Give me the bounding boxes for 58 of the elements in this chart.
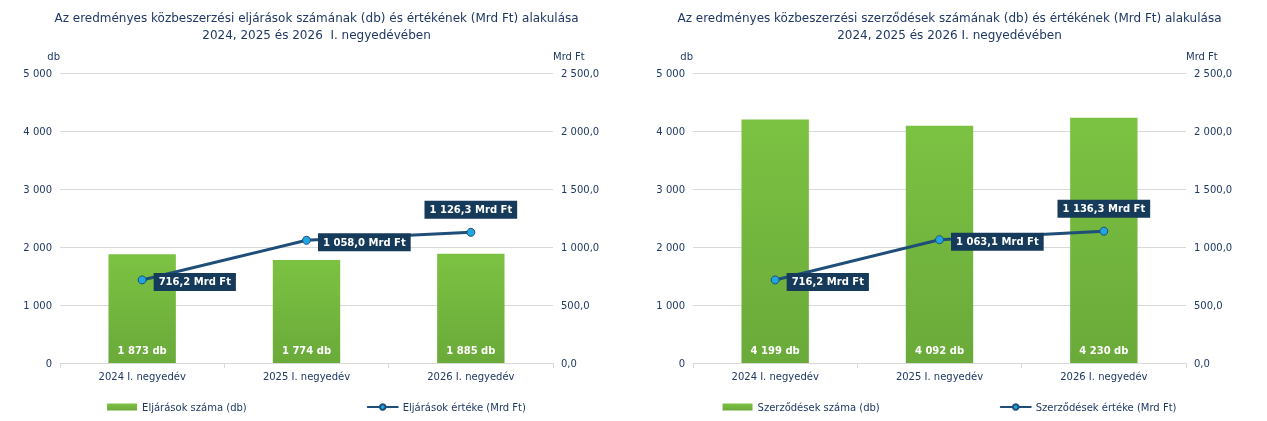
x-tick-label: 2025 I. negyedév bbox=[895, 370, 984, 382]
data-label: 716,2 Mrd Ft bbox=[158, 276, 232, 288]
y-tick-label: 1 000 bbox=[23, 299, 52, 311]
point bbox=[466, 227, 476, 237]
data-label: 4 092 db bbox=[914, 344, 965, 356]
x-tick-label: 2025 I. negyedév bbox=[262, 370, 351, 382]
data-label: 1 063,1 Mrd Ft bbox=[956, 236, 1039, 248]
data-label: 1 136,3 Mrd Ft bbox=[1062, 203, 1146, 215]
y2-tick-label: 2 500,0 bbox=[561, 67, 600, 79]
y2-axis-title: Mrd Ft bbox=[1186, 50, 1218, 62]
y-tick-label: 2 000 bbox=[656, 241, 685, 253]
point bbox=[302, 235, 311, 245]
y2-tick-label: 1 500,0 bbox=[561, 183, 600, 195]
data-label: 716,2 Mrd Ft bbox=[791, 276, 865, 288]
data-label: 1 126,3 Mrd Ft bbox=[429, 204, 513, 216]
point bbox=[1099, 226, 1109, 236]
y-tick-label: 1 000 bbox=[656, 299, 685, 311]
y2-tick-label: 1 000,0 bbox=[1194, 241, 1233, 253]
y-tick-label: 5 000 bbox=[656, 67, 685, 79]
chart-title: Az eredményes közbeszerzési eljárások számának (db) és értékének (Mrd Ft) alakulása 2024, 2025 és 2026 I. negyedévében bbox=[54, 10, 579, 42]
data-label: 4 199 db bbox=[750, 344, 800, 356]
data-label: 1 885 db bbox=[446, 344, 496, 356]
y2-tick-label: 500,0 bbox=[561, 299, 590, 311]
y2-tick-label: 2 500,0 bbox=[1194, 67, 1233, 79]
data-label: 1 873 db bbox=[117, 344, 167, 356]
x-tick-label: 2026 I. negyedév bbox=[427, 370, 515, 382]
legend-label: Eljárások értéke (Mrd Ft) bbox=[402, 401, 527, 413]
data-label: 1 774 db bbox=[281, 344, 332, 356]
y-tick-label: 4 000 bbox=[656, 125, 685, 137]
legend-label: Szerződések értéke (Mrd Ft) bbox=[1035, 401, 1177, 413]
y2-tick-label: 0,0 bbox=[561, 357, 577, 369]
chart-title: Az eredményes közbeszerzési szerződések számának (db) és értékének (Mrd Ft) alakulása 2024, 2025 és 2026 I. negyedévében bbox=[677, 10, 1222, 42]
y-tick-label: 3 000 bbox=[656, 183, 685, 195]
x-tick-label: 2024 I. negyedév bbox=[731, 370, 819, 382]
y-tick-label: 3 000 bbox=[23, 183, 52, 195]
y2-tick-label: 1 500,0 bbox=[1194, 183, 1233, 195]
data-label: 4 230 db bbox=[1079, 344, 1129, 356]
data-label: 1 058,0 Mrd Ft bbox=[323, 236, 406, 248]
y-tick-label: 0 bbox=[45, 357, 52, 369]
legend-label: Szerződések száma (db) bbox=[757, 401, 880, 413]
y2-tick-label: 2 000,0 bbox=[1194, 125, 1233, 137]
point bbox=[137, 275, 147, 285]
y2-tick-label: 500,0 bbox=[1194, 299, 1223, 311]
y2-tick-label: 0,0 bbox=[1194, 357, 1210, 369]
y-axis-title: db bbox=[680, 50, 693, 62]
y-tick-label: 5 000 bbox=[23, 67, 52, 79]
y2-axis-title: Mrd Ft bbox=[553, 50, 585, 62]
point bbox=[935, 235, 944, 245]
y-tick-label: 4 000 bbox=[23, 125, 52, 137]
y2-tick-label: 1 000,0 bbox=[561, 241, 600, 253]
x-tick-label: 2024 I. negyedév bbox=[98, 370, 186, 382]
y-tick-label: 2 000 bbox=[23, 241, 52, 253]
x-tick-label: 2026 I. negyedév bbox=[1060, 370, 1148, 382]
y2-tick-label: 2 000,0 bbox=[561, 125, 600, 137]
y-axis-title: db bbox=[47, 50, 60, 62]
point bbox=[770, 275, 780, 285]
y-tick-label: 0 bbox=[678, 357, 685, 369]
legend-label: Eljárások száma (db) bbox=[142, 401, 247, 413]
